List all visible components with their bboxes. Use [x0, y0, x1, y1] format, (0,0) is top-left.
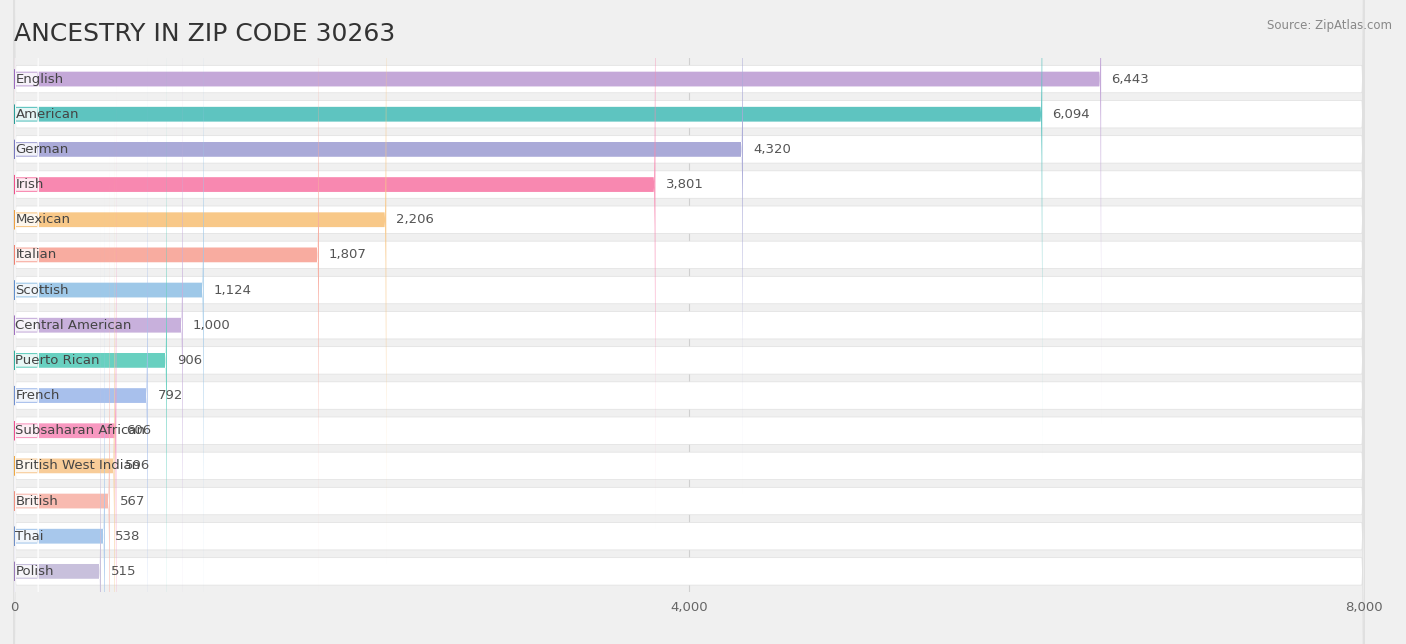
FancyBboxPatch shape: [14, 0, 1364, 593]
FancyBboxPatch shape: [14, 23, 1364, 644]
Text: 567: 567: [120, 495, 145, 507]
FancyBboxPatch shape: [14, 0, 1364, 644]
FancyBboxPatch shape: [14, 0, 1101, 423]
Text: Central American: Central American: [15, 319, 132, 332]
Text: French: French: [15, 389, 60, 402]
Text: Source: ZipAtlas.com: Source: ZipAtlas.com: [1267, 19, 1392, 32]
FancyBboxPatch shape: [14, 57, 1364, 644]
FancyBboxPatch shape: [14, 0, 655, 529]
FancyBboxPatch shape: [14, 0, 38, 495]
FancyBboxPatch shape: [14, 93, 1364, 644]
Text: Thai: Thai: [15, 530, 44, 543]
FancyBboxPatch shape: [14, 15, 38, 565]
Text: 538: 538: [115, 530, 141, 543]
FancyBboxPatch shape: [14, 0, 204, 634]
Text: 606: 606: [127, 424, 152, 437]
FancyBboxPatch shape: [14, 0, 742, 494]
Text: German: German: [15, 143, 69, 156]
Text: Mexican: Mexican: [15, 213, 70, 226]
FancyBboxPatch shape: [14, 128, 1364, 644]
Text: 792: 792: [157, 389, 183, 402]
FancyBboxPatch shape: [14, 120, 38, 644]
FancyBboxPatch shape: [14, 163, 1364, 644]
Text: British: British: [15, 495, 58, 507]
FancyBboxPatch shape: [14, 122, 115, 644]
Text: 1,807: 1,807: [329, 249, 367, 261]
Text: 6,443: 6,443: [1111, 73, 1149, 86]
FancyBboxPatch shape: [14, 86, 38, 636]
Text: 1,000: 1,000: [193, 319, 231, 332]
FancyBboxPatch shape: [14, 0, 38, 389]
Text: 515: 515: [111, 565, 136, 578]
Text: Subsaharan African: Subsaharan African: [15, 424, 145, 437]
FancyBboxPatch shape: [14, 16, 167, 644]
FancyBboxPatch shape: [14, 0, 38, 354]
FancyBboxPatch shape: [14, 86, 117, 644]
FancyBboxPatch shape: [14, 50, 38, 600]
FancyBboxPatch shape: [14, 0, 1364, 644]
FancyBboxPatch shape: [14, 156, 38, 644]
FancyBboxPatch shape: [14, 0, 183, 644]
FancyBboxPatch shape: [14, 0, 38, 460]
Text: Puerto Rican: Puerto Rican: [15, 354, 100, 367]
Text: British West Indian: British West Indian: [15, 459, 141, 473]
Text: Irish: Irish: [15, 178, 44, 191]
FancyBboxPatch shape: [14, 227, 101, 644]
FancyBboxPatch shape: [14, 0, 319, 599]
Text: Scottish: Scottish: [15, 283, 69, 296]
Text: 6,094: 6,094: [1052, 108, 1090, 120]
FancyBboxPatch shape: [14, 226, 38, 644]
FancyBboxPatch shape: [14, 0, 38, 530]
FancyBboxPatch shape: [14, 0, 1364, 644]
FancyBboxPatch shape: [14, 296, 38, 644]
Text: ANCESTRY IN ZIP CODE 30263: ANCESTRY IN ZIP CODE 30263: [14, 23, 395, 46]
Text: 3,801: 3,801: [665, 178, 703, 191]
Text: Polish: Polish: [15, 565, 53, 578]
Text: 1,124: 1,124: [214, 283, 252, 296]
Text: American: American: [15, 108, 79, 120]
FancyBboxPatch shape: [14, 0, 1364, 558]
FancyBboxPatch shape: [14, 0, 1364, 522]
Text: 906: 906: [177, 354, 202, 367]
FancyBboxPatch shape: [14, 261, 38, 644]
FancyBboxPatch shape: [14, 0, 387, 564]
FancyBboxPatch shape: [14, 0, 1042, 459]
FancyBboxPatch shape: [14, 0, 1364, 644]
Text: 2,206: 2,206: [396, 213, 434, 226]
FancyBboxPatch shape: [14, 156, 110, 644]
FancyBboxPatch shape: [14, 192, 105, 644]
Text: 596: 596: [125, 459, 150, 473]
FancyBboxPatch shape: [14, 0, 1364, 628]
FancyBboxPatch shape: [14, 191, 38, 644]
Text: Italian: Italian: [15, 249, 56, 261]
Text: 4,320: 4,320: [754, 143, 792, 156]
FancyBboxPatch shape: [14, 0, 1364, 644]
FancyBboxPatch shape: [14, 0, 1364, 488]
FancyBboxPatch shape: [14, 52, 148, 644]
Text: English: English: [15, 73, 63, 86]
FancyBboxPatch shape: [14, 0, 38, 424]
